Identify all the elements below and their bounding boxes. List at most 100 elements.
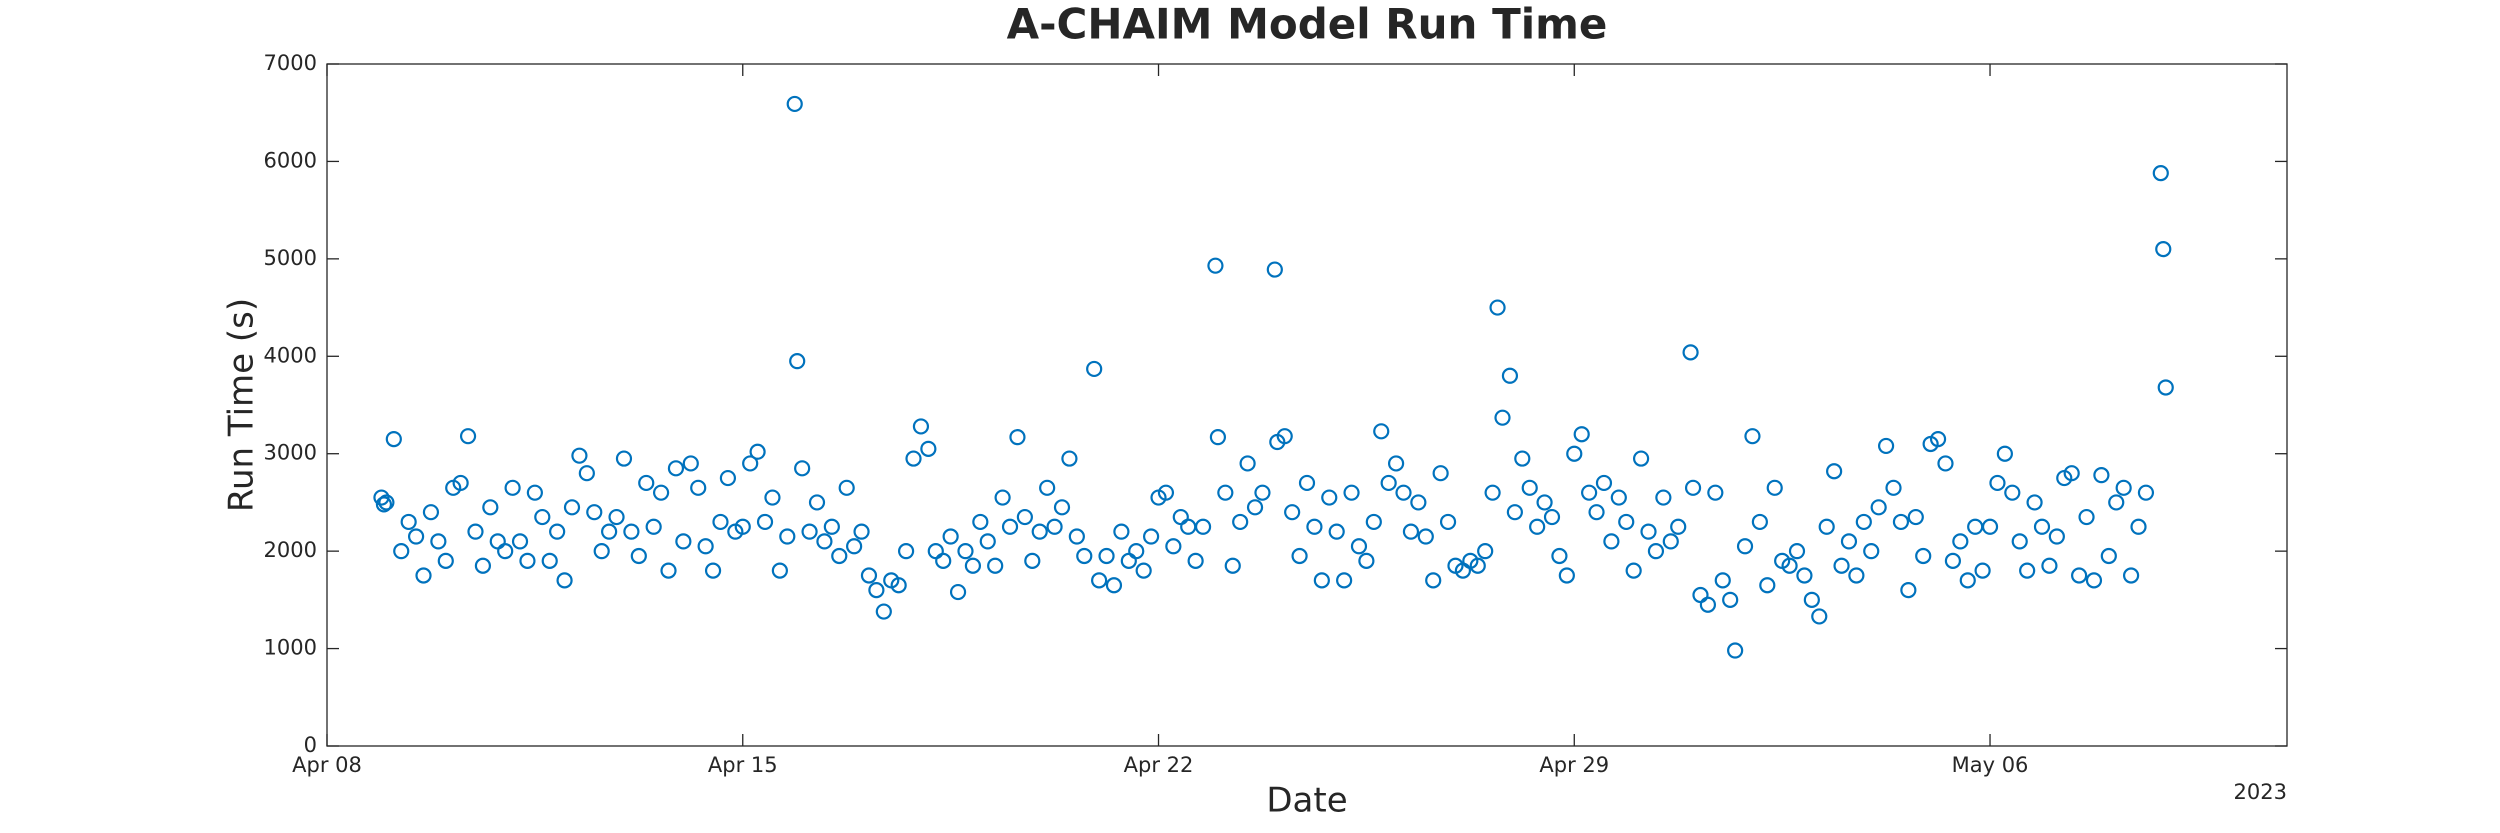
data-point [1566, 445, 1583, 462]
data-point [1365, 513, 1382, 531]
data-point [1439, 513, 1457, 531]
data-point [994, 489, 1011, 506]
data-point [1662, 533, 1679, 550]
y-tick-label: 7000 [264, 51, 317, 75]
data-point [519, 552, 536, 569]
data-point [1781, 557, 1798, 574]
data-point [808, 494, 826, 511]
data-point [2026, 494, 2043, 511]
data-point [1254, 484, 1271, 501]
data-point [1892, 513, 1910, 531]
data-point [1818, 518, 1835, 535]
data-point [1684, 479, 1702, 496]
data-point [1001, 518, 1019, 535]
data-point [1395, 484, 1412, 501]
data-point [1840, 533, 1858, 550]
data-point [957, 543, 974, 560]
data-point [1959, 572, 1976, 589]
data-point [1766, 479, 1783, 496]
data-point [786, 95, 803, 113]
data-point [474, 557, 492, 574]
data-point [1187, 552, 1204, 569]
data-point [1803, 591, 1820, 608]
data-point [623, 523, 640, 540]
data-point [556, 572, 573, 589]
data-point [1974, 562, 1991, 579]
y-tick-label: 2000 [264, 538, 317, 562]
data-point [794, 460, 811, 477]
data-point [511, 533, 529, 550]
data-point [652, 484, 670, 501]
data-point [2093, 467, 2110, 484]
data-point [1402, 523, 1420, 540]
data-point [1373, 423, 1390, 440]
data-point [563, 499, 581, 516]
data-point [779, 528, 796, 545]
data-point [1306, 518, 1323, 535]
data-point [1165, 538, 1182, 555]
data-point [2157, 379, 2174, 396]
data-point [1855, 513, 1872, 531]
data-point [1016, 508, 1033, 526]
data-point [1796, 567, 1813, 584]
x-axis-label: Date [1266, 781, 1347, 821]
data-point [1826, 463, 1843, 480]
data-point [1506, 504, 1523, 521]
data-point [1135, 562, 1152, 579]
data-point [608, 508, 625, 526]
data-point [1848, 567, 1865, 584]
data-point [1744, 428, 1761, 445]
x-tick-label: Apr 15 [708, 753, 778, 777]
y-tick-label: 4000 [264, 343, 317, 367]
data-point [2155, 241, 2172, 258]
data-point [1647, 543, 1665, 560]
data-point [1521, 479, 1538, 496]
data-point [697, 538, 714, 555]
data-point [1224, 557, 1241, 574]
data-point [549, 523, 566, 540]
data-point [897, 543, 915, 560]
data-point [912, 418, 930, 435]
data-point [1209, 429, 1227, 446]
data-point [1736, 538, 1754, 555]
data-point [1722, 591, 1739, 608]
data-point [1313, 572, 1330, 589]
data-point [1494, 409, 1511, 426]
data-point [1009, 429, 1026, 446]
data-point [1558, 567, 1575, 584]
data-point [719, 469, 737, 487]
data-point [593, 543, 610, 560]
data-point [1915, 547, 1932, 565]
data-point [1024, 552, 1041, 569]
data-point [1543, 508, 1561, 526]
x-year-label: 2023 [2234, 780, 2287, 804]
data-point [712, 513, 729, 531]
data-point [1551, 547, 1568, 565]
y-axis-label: Run Time (s) [222, 298, 262, 512]
data-point [2063, 465, 2080, 482]
data-point [860, 567, 878, 584]
data-point [682, 455, 699, 472]
data-point [1640, 523, 1657, 540]
data-point [1501, 367, 1519, 384]
data-point [1410, 494, 1427, 511]
y-tick-label: 3000 [264, 441, 317, 465]
data-point [541, 552, 558, 569]
data-point [504, 479, 521, 496]
data-point [831, 547, 848, 565]
x-tick-label: Apr 29 [1539, 753, 1609, 777]
data-point [949, 583, 967, 601]
data-point [1291, 547, 1308, 565]
data-point [1900, 582, 1917, 599]
x-tick-label: Apr 22 [1124, 753, 1194, 777]
data-point [1682, 344, 1699, 361]
data-point [875, 603, 892, 620]
data-point [972, 513, 989, 531]
data-point [1276, 428, 1293, 445]
data-point [1484, 484, 1501, 501]
data-point [1655, 489, 1672, 506]
data-point [2100, 547, 2117, 565]
data-point [1514, 450, 1531, 467]
data-point [816, 533, 833, 550]
data-point [1061, 450, 1078, 467]
